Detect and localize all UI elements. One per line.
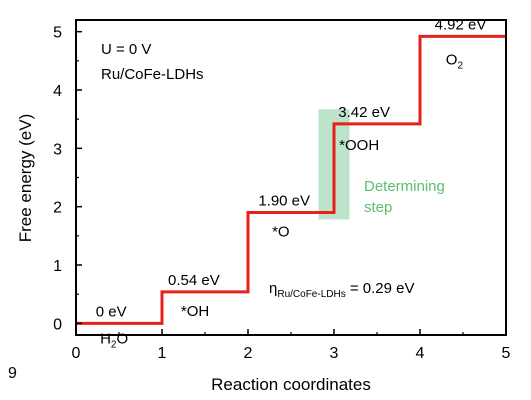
- x-tick-label: 4: [416, 345, 425, 362]
- potential-condition-label: U = 0 V: [101, 41, 151, 58]
- y-tick-label: 0: [53, 316, 62, 333]
- energy-profile-line: [76, 34, 506, 325]
- species-label: *OH: [181, 303, 209, 320]
- step-labels: 0 eV H2O 0.54 eV *OH 1.90 eV *O 3.42 eV *OOH 4.9…: [96, 16, 487, 350]
- overpotential-label: ηRu/CoFe-LDHs = 0.29 eV: [269, 280, 415, 300]
- energy-label: 1.90 eV: [258, 193, 310, 210]
- species-label: *OOH: [339, 137, 379, 154]
- x-tick-label: 1: [158, 345, 167, 362]
- x-tick-label: 5: [502, 345, 511, 362]
- x-tick-label: 3: [330, 345, 339, 362]
- determining-step-label-line1: Determining: [364, 178, 445, 195]
- x-axis-label: Reaction coordinates: [211, 375, 371, 394]
- stray-left-character: 9: [8, 365, 17, 382]
- x-tick-label: 0: [72, 345, 81, 362]
- y-tick-label: 4: [53, 83, 62, 100]
- axis-ticks: [75, 30, 507, 335]
- y-tick-label: 5: [53, 25, 62, 42]
- energy-label: 3.42 eV: [338, 104, 390, 121]
- energy-label: 4.92 eV: [435, 16, 487, 33]
- y-axis-label: Free energy (eV): [16, 114, 35, 243]
- determining-step-label-line2: step: [364, 199, 392, 216]
- y-tick-label: 2: [53, 200, 62, 217]
- species-label: H2O: [100, 330, 128, 350]
- energy-label: 0.54 eV: [168, 272, 220, 289]
- x-tick-label: 2: [244, 345, 253, 362]
- species-label: *O: [272, 224, 290, 241]
- energy-label: 0 eV: [96, 303, 127, 320]
- y-tick-label: 3: [53, 141, 62, 158]
- axis-tick-labels: 0 1 2 3 4 5 0 1 2 3 4 5: [53, 25, 510, 362]
- catalyst-label: Ru/CoFe-LDHs: [101, 66, 204, 83]
- species-label: O2: [446, 51, 464, 71]
- y-tick-label: 1: [53, 258, 62, 275]
